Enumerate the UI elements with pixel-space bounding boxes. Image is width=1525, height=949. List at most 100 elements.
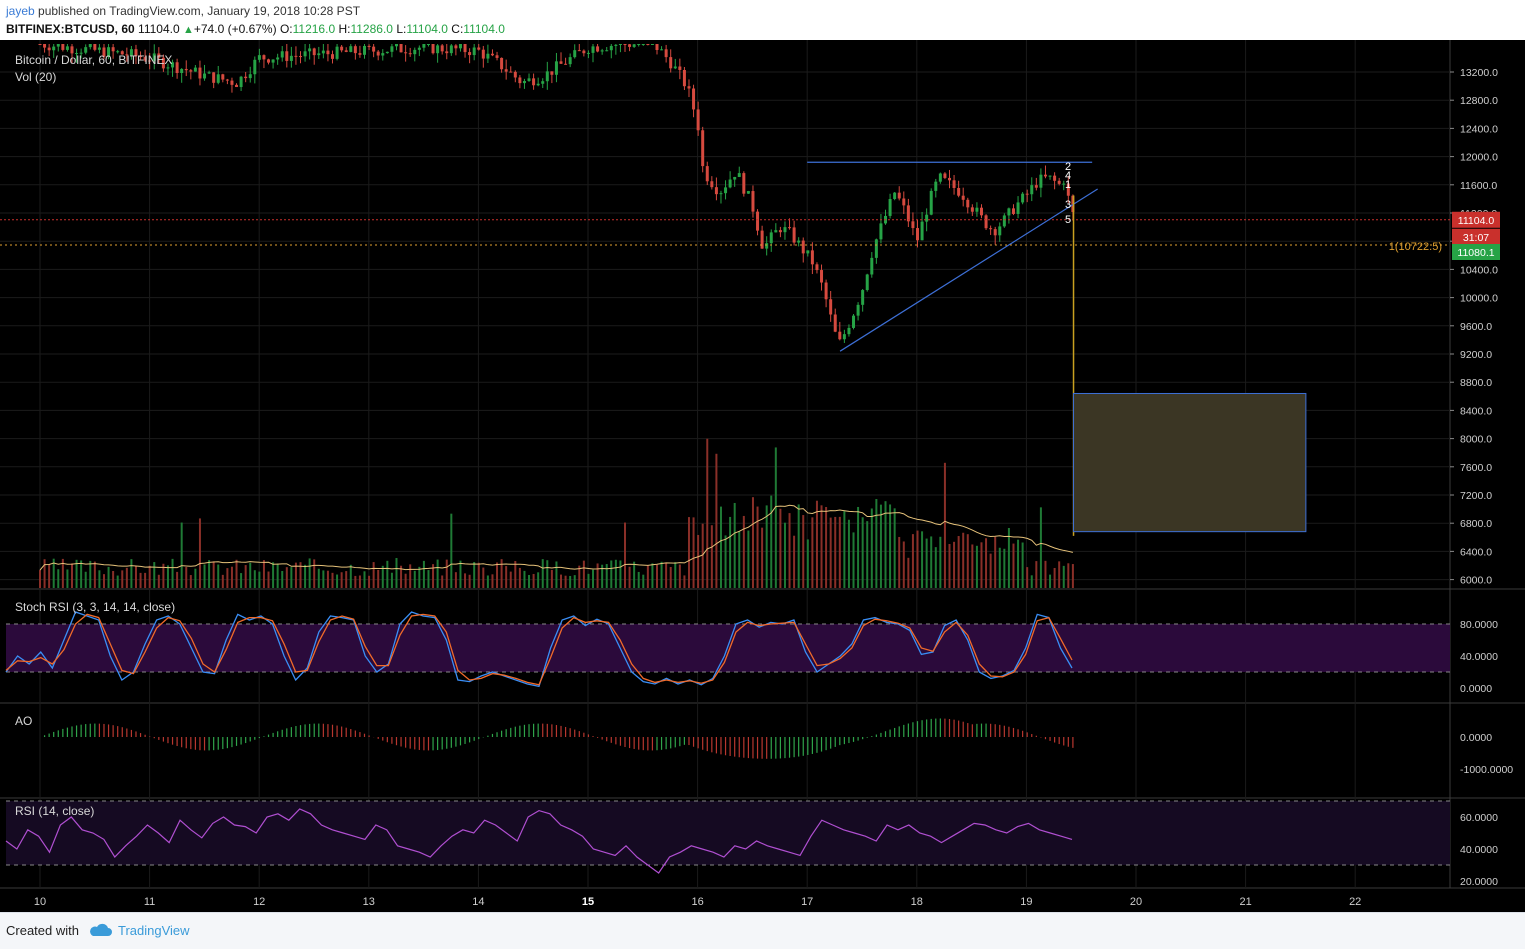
candle-body — [139, 55, 143, 58]
volume-bar — [847, 519, 850, 588]
volume-bar — [148, 565, 151, 588]
volume-bar — [811, 517, 814, 588]
author-link[interactable]: jayeb — [6, 4, 35, 18]
volume-bar — [550, 569, 553, 588]
candle-body — [321, 50, 325, 54]
volume-bar — [1058, 561, 1061, 588]
candle-body — [934, 181, 938, 191]
volume-bar — [390, 572, 393, 588]
ao-title: AO — [15, 714, 32, 728]
volume-bar — [340, 572, 343, 588]
x-tick-label: 15 — [582, 896, 594, 908]
volume-bar — [523, 570, 526, 588]
stoch-rsi-title: Stoch RSI (3, 3, 14, 14, close) — [15, 600, 175, 614]
volume-bar — [1035, 561, 1038, 588]
candle-body — [577, 50, 581, 52]
symbol-label[interactable]: BITFINEX:BTCUSD, 60 — [6, 22, 135, 36]
y-tick-label: 13200.0 — [1460, 67, 1498, 79]
volume-bar — [203, 564, 206, 588]
volume-bar — [761, 527, 764, 588]
candle-body — [559, 61, 563, 64]
candle-body — [253, 59, 257, 75]
candle-body — [84, 47, 88, 53]
volume-bar — [770, 495, 773, 588]
volume-bar — [560, 574, 563, 588]
volume-bar — [253, 570, 256, 588]
volume-bar — [678, 564, 681, 588]
x-tick-label: 10 — [34, 896, 46, 908]
volume-bar — [189, 575, 192, 588]
volume-bar — [573, 575, 576, 588]
volume-bar — [518, 567, 521, 588]
candle-body — [641, 44, 645, 45]
main-chart-title: Bitcoin / Dollar, 60, BITFINEX — [15, 53, 172, 67]
chart-area[interactable]: 2 4 1 3 5 1(10722.5) 10 11 12 13 14 15 16 17 18 19 20 21… — [0, 40, 1525, 912]
candle-body — [472, 47, 476, 56]
candle-body — [477, 47, 481, 50]
volume-bar — [921, 531, 924, 588]
candle-body — [308, 48, 312, 52]
candle-body — [856, 304, 860, 316]
candle-body — [390, 46, 394, 52]
candle-body — [513, 71, 517, 78]
publish-line: jayeb published on TradingView.com, Janu… — [6, 4, 360, 18]
price-axis: 10 11 12 13 14 15 16 17 18 19 20 21 2213200.012800.0… — [34, 67, 1513, 908]
volume-bar — [879, 504, 882, 588]
candle-body — [52, 46, 56, 51]
candle-body — [847, 327, 851, 335]
candle-body — [925, 214, 929, 222]
candle-body — [408, 53, 412, 55]
volume-bar — [943, 462, 946, 588]
volume-bar — [48, 564, 51, 588]
wave-label: 4 — [1065, 170, 1071, 182]
candle-body — [175, 62, 179, 74]
candle-body — [628, 44, 632, 47]
wave-label: 3 — [1065, 199, 1071, 211]
y-tick-label: 10000.0 — [1460, 293, 1498, 305]
candle-body — [760, 230, 764, 249]
candle-body — [1030, 185, 1034, 195]
candle-body — [134, 49, 138, 56]
volume-bar — [166, 565, 169, 588]
volume-bar — [1053, 567, 1056, 588]
y-tick-label: 6400.0 — [1460, 546, 1492, 558]
candle-body — [916, 228, 920, 241]
volume-bar — [1026, 567, 1029, 588]
volume-bar — [308, 558, 311, 588]
volume-bar — [432, 564, 435, 588]
volume-bar — [783, 522, 786, 588]
candle-body — [490, 53, 494, 56]
volume-bar — [619, 560, 622, 588]
volume-bar — [975, 545, 978, 588]
volume-bar — [852, 532, 855, 588]
candle-body — [993, 229, 997, 236]
volume-bar — [825, 507, 828, 588]
tradingview-link[interactable]: TradingView — [118, 923, 190, 938]
support-line — [839, 188, 1098, 352]
volume-bar — [706, 438, 709, 588]
volume-bar — [134, 565, 137, 588]
candle-body — [609, 45, 613, 51]
volume-bar — [806, 539, 809, 588]
y-tick-label: 9200.0 — [1460, 349, 1492, 361]
candle-body — [975, 207, 979, 212]
candle-body — [879, 223, 883, 240]
candle-body — [792, 227, 796, 243]
x-tick-label: 13 — [363, 896, 375, 908]
created-with-label: Created with — [6, 923, 79, 938]
candle-body — [554, 61, 558, 75]
open-label: O: — [279, 22, 293, 36]
candle-body — [38, 44, 42, 45]
candle-body — [1048, 175, 1052, 177]
candle-body — [888, 198, 892, 216]
volume-bar — [870, 508, 873, 588]
tradingview-cloud-icon — [88, 923, 112, 937]
volume-bar — [294, 562, 297, 588]
ao-tick-label: -1000.0000 — [1460, 764, 1513, 776]
x-axis-strip — [0, 889, 1525, 912]
candle-body — [522, 80, 526, 84]
candle-body — [367, 45, 371, 47]
volume-bar — [911, 534, 914, 588]
volume-bar — [290, 567, 293, 588]
